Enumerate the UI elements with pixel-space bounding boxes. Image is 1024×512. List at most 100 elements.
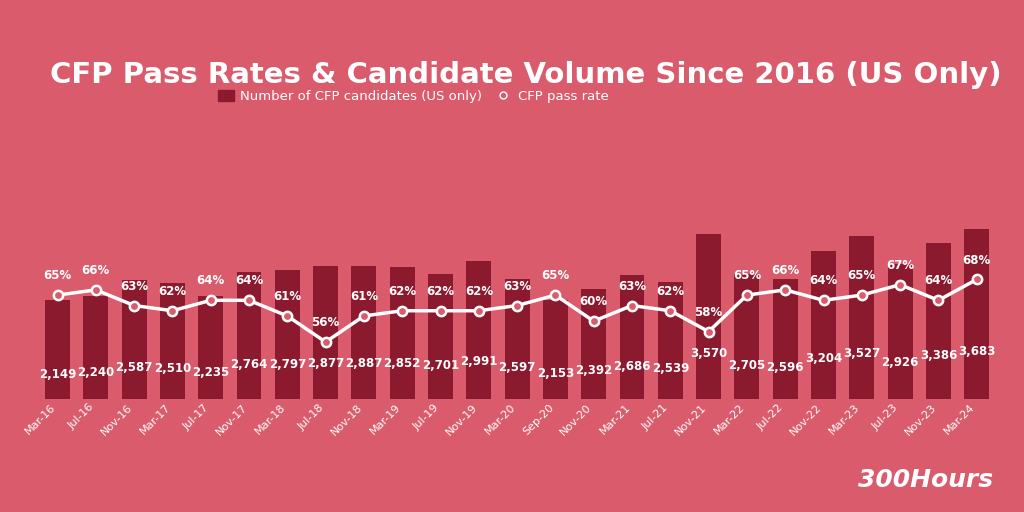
Text: 3,683: 3,683 xyxy=(958,345,995,358)
Text: 2,852: 2,852 xyxy=(384,357,421,370)
Text: 2,149: 2,149 xyxy=(39,368,76,380)
Point xyxy=(280,312,296,320)
Text: 2,539: 2,539 xyxy=(651,362,689,375)
Text: CFP Pass Rates & Candidate Volume Since 2016 (US Only): CFP Pass Rates & Candidate Volume Since … xyxy=(50,61,1001,89)
Text: 62%: 62% xyxy=(465,285,493,298)
Point xyxy=(738,291,755,299)
Text: 2,510: 2,510 xyxy=(154,362,191,375)
Point xyxy=(892,281,908,289)
Bar xyxy=(734,274,760,399)
Text: 64%: 64% xyxy=(234,274,263,287)
Text: 61%: 61% xyxy=(273,290,301,303)
Text: 3,386: 3,386 xyxy=(920,349,957,362)
Point xyxy=(624,302,640,310)
Text: 66%: 66% xyxy=(771,264,800,277)
Bar xyxy=(199,296,223,399)
Point xyxy=(49,291,66,299)
Bar xyxy=(620,275,644,399)
Text: 65%: 65% xyxy=(733,269,761,282)
Point xyxy=(854,291,870,299)
Text: 2,705: 2,705 xyxy=(728,359,766,372)
Text: 63%: 63% xyxy=(120,280,148,293)
Point xyxy=(394,307,411,315)
Text: 58%: 58% xyxy=(694,306,723,318)
Bar xyxy=(351,266,377,399)
Text: 3,527: 3,527 xyxy=(843,347,881,360)
Point xyxy=(777,286,794,294)
Bar xyxy=(849,236,874,399)
Bar xyxy=(466,261,492,399)
Text: 65%: 65% xyxy=(848,269,876,282)
Text: 63%: 63% xyxy=(617,280,646,293)
Text: 2,991: 2,991 xyxy=(460,355,498,368)
Bar xyxy=(582,289,606,399)
Text: 63%: 63% xyxy=(503,280,531,293)
Text: 62%: 62% xyxy=(656,285,684,298)
Text: 2,701: 2,701 xyxy=(422,359,459,372)
Bar xyxy=(45,300,70,399)
Bar xyxy=(83,296,109,399)
Text: 66%: 66% xyxy=(82,264,110,277)
Text: 2,153: 2,153 xyxy=(537,368,574,380)
Bar xyxy=(965,229,989,399)
Text: 2,764: 2,764 xyxy=(230,358,267,372)
Point xyxy=(471,307,487,315)
Text: 62%: 62% xyxy=(388,285,417,298)
Text: 62%: 62% xyxy=(426,285,455,298)
Text: 61%: 61% xyxy=(350,290,378,303)
Text: 64%: 64% xyxy=(925,274,952,287)
Bar xyxy=(237,271,261,399)
Text: 2,686: 2,686 xyxy=(613,359,651,373)
Bar xyxy=(160,283,185,399)
Text: 300Hours: 300Hours xyxy=(858,467,993,492)
Legend: Number of CFP candidates (US only), CFP pass rate: Number of CFP candidates (US only), CFP … xyxy=(212,85,613,109)
Bar xyxy=(428,274,453,399)
Bar xyxy=(543,300,568,399)
Text: 2,235: 2,235 xyxy=(193,366,229,379)
Point xyxy=(126,302,142,310)
Text: 65%: 65% xyxy=(43,269,72,282)
Point xyxy=(663,307,679,315)
Text: 56%: 56% xyxy=(311,316,340,329)
Bar xyxy=(122,280,146,399)
Text: 3,204: 3,204 xyxy=(805,352,842,365)
Point xyxy=(930,296,946,305)
Point xyxy=(164,307,180,315)
Bar xyxy=(888,264,912,399)
Text: 60%: 60% xyxy=(580,295,608,308)
Bar xyxy=(274,270,300,399)
Point xyxy=(432,307,449,315)
Point xyxy=(355,312,372,320)
Bar xyxy=(505,279,529,399)
Text: 2,597: 2,597 xyxy=(499,361,536,374)
Point xyxy=(815,296,831,305)
Bar xyxy=(390,267,415,399)
Point xyxy=(700,328,717,336)
Text: 2,587: 2,587 xyxy=(116,361,153,374)
Bar xyxy=(773,280,798,399)
Text: 62%: 62% xyxy=(159,285,186,298)
Text: 2,797: 2,797 xyxy=(268,358,306,371)
Point xyxy=(509,302,525,310)
Bar xyxy=(926,243,951,399)
Text: 2,240: 2,240 xyxy=(77,366,115,379)
Text: 2,596: 2,596 xyxy=(767,361,804,374)
Point xyxy=(241,296,257,305)
Point xyxy=(317,338,334,346)
Bar xyxy=(657,282,683,399)
Text: 64%: 64% xyxy=(197,274,225,287)
Text: 2,887: 2,887 xyxy=(345,357,383,370)
Point xyxy=(547,291,563,299)
Bar xyxy=(696,234,721,399)
Point xyxy=(203,296,219,305)
Text: 2,926: 2,926 xyxy=(882,356,919,369)
Text: 67%: 67% xyxy=(886,259,914,272)
Text: 2,877: 2,877 xyxy=(307,357,344,370)
Text: 3,570: 3,570 xyxy=(690,347,727,359)
Point xyxy=(586,317,602,325)
Text: 68%: 68% xyxy=(963,253,991,267)
Text: 65%: 65% xyxy=(542,269,569,282)
Text: 64%: 64% xyxy=(809,274,838,287)
Bar xyxy=(811,251,836,399)
Point xyxy=(969,275,985,284)
